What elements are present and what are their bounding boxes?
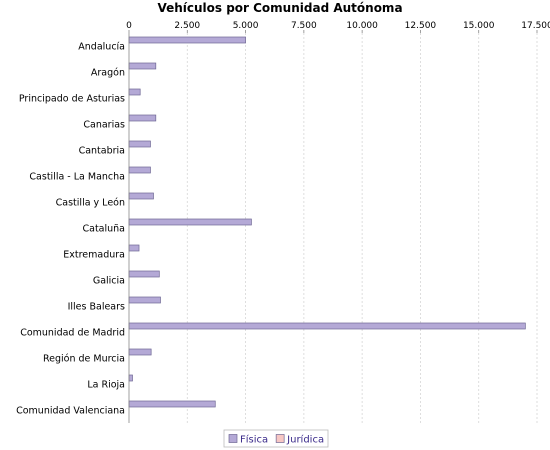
category-label: Comunidad Valenciana [16, 406, 125, 417]
category-label: Cantabria [79, 146, 125, 157]
bar [128, 270, 160, 278]
bar [128, 88, 141, 96]
category-label: Región de Murcia [43, 354, 125, 365]
chart-title: Vehículos por Comunidad Autónoma [157, 1, 402, 15]
x-tick-label: 17.500 [521, 21, 550, 31]
bar [128, 192, 154, 200]
category-label: Castilla y León [56, 198, 125, 209]
bar [128, 62, 157, 70]
chart-grid [186, 33, 538, 423]
category-label: Canarias [83, 120, 125, 131]
category-label: Aragón [91, 68, 125, 79]
legend-swatch [228, 434, 238, 443]
bar [128, 400, 216, 408]
legend: Física Jurídica [223, 429, 329, 448]
x-tick-label: 5.000 [233, 21, 259, 31]
bar [128, 166, 151, 174]
category-label: Illes Balears [68, 302, 125, 313]
bar [128, 244, 140, 252]
category-label: Castilla - La Mancha [29, 172, 125, 183]
category-label: Extremadura [63, 250, 125, 261]
legend-swatch [275, 434, 285, 443]
bar [128, 348, 152, 356]
category-label: Cataluña [82, 224, 125, 235]
bar [128, 374, 133, 382]
x-tick-label: 0 [126, 21, 132, 31]
bar [128, 218, 252, 226]
bar-series [128, 36, 526, 408]
x-tick-label: 10.000 [346, 21, 378, 31]
category-label: Comunidad de Madrid [20, 328, 125, 339]
bar [128, 114, 157, 122]
category-label: Andalucía [78, 42, 125, 53]
category-label: Galicia [93, 276, 125, 287]
y-axis: Andalucía Aragón Principado de Asturias Can… [16, 42, 125, 417]
bar [128, 322, 526, 330]
x-tick-label: 2.500 [174, 21, 200, 31]
x-tick-label: 7.500 [291, 21, 317, 31]
x-tick-label: 15.000 [463, 21, 495, 31]
legend-label: Jurídica [286, 434, 324, 446]
category-label: La Rioja [87, 380, 125, 391]
legend-label: Física [240, 434, 268, 446]
bar [128, 140, 151, 148]
category-label: Principado de Asturias [19, 94, 125, 105]
x-tick-label: 12.500 [405, 21, 437, 31]
bar [128, 36, 246, 44]
x-axis: 0 2.500 5.000 7.500 10.000 12.500 15.000 17.500 [126, 21, 550, 33]
bar [128, 296, 161, 304]
